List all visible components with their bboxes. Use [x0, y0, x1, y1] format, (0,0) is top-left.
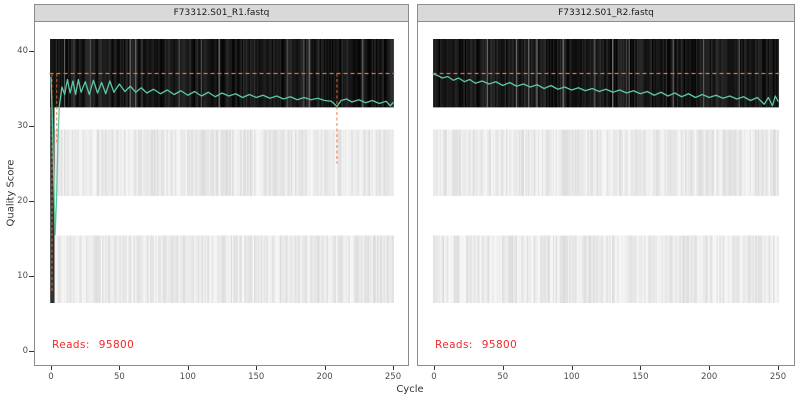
x-tick-mark: [571, 366, 573, 370]
reads-value: 95800: [98, 339, 135, 351]
panel-r1: F73312.S01_R1.fastq Reads: 95800: [34, 4, 409, 366]
x-tick-mark: [709, 366, 711, 370]
x-tick-mark: [51, 366, 52, 370]
x-tick-label: 50: [113, 372, 125, 382]
reads-value: 95800: [481, 339, 518, 351]
plot-area-r1: Reads: 95800: [34, 22, 409, 366]
x-tick-mark: [393, 366, 394, 370]
x-tick-label: 250: [384, 372, 402, 382]
x-tick-label: 150: [248, 372, 265, 382]
y-tick-label: 40: [17, 46, 28, 56]
reads-label: Reads:: [435, 339, 473, 351]
x-tick-mark: [434, 366, 435, 370]
y-tick-mark: [29, 201, 34, 202]
reads-annotation-r1: Reads: 95800: [52, 339, 134, 351]
x-tick-mark: [187, 366, 189, 370]
x-tick-mark: [640, 366, 642, 370]
quality-heatmap-r2: [432, 39, 780, 303]
x-tick-mark: [256, 366, 258, 370]
x-tick-mark: [324, 366, 326, 370]
y-tick-mark: [29, 276, 34, 277]
x-tick-label: 150: [632, 372, 649, 382]
y-axis-title: Quality Score: [5, 159, 17, 227]
x-tick-label: 0: [48, 372, 54, 382]
y-tick-label: 0: [22, 346, 28, 356]
reads-label: Reads:: [52, 339, 90, 351]
x-tick-label: 100: [563, 372, 580, 382]
x-tick-mark: [119, 366, 121, 370]
y-tick-mark: [29, 51, 34, 52]
panel-title-r2: F73312.S01_R2.fastq: [417, 4, 795, 22]
panel-title-r1: F73312.S01_R1.fastq: [34, 4, 409, 22]
x-tick-label: 200: [701, 372, 718, 382]
quality-heatmap-r1: [49, 39, 395, 303]
y-tick-mark: [29, 351, 34, 352]
x-tick-label: 200: [316, 372, 333, 382]
x-axis-title: Cycle: [396, 384, 424, 395]
panel-r2: F73312.S01_R2.fastq Reads: 95800: [417, 4, 795, 366]
x-tick-label: 0: [431, 372, 437, 382]
y-tick-label: 30: [17, 121, 28, 131]
y-tick-label: 10: [17, 271, 28, 281]
x-tick-label: 250: [769, 372, 787, 382]
reads-annotation-r2: Reads: 95800: [435, 339, 517, 351]
x-tick-label: 50: [497, 372, 509, 382]
y-tick-label: 20: [17, 196, 28, 206]
y-tick-mark: [29, 126, 34, 127]
plot-area-r2: Reads: 95800: [417, 22, 795, 366]
x-tick-mark: [502, 366, 504, 370]
x-tick-mark: [778, 366, 779, 370]
x-tick-label: 100: [179, 372, 196, 382]
